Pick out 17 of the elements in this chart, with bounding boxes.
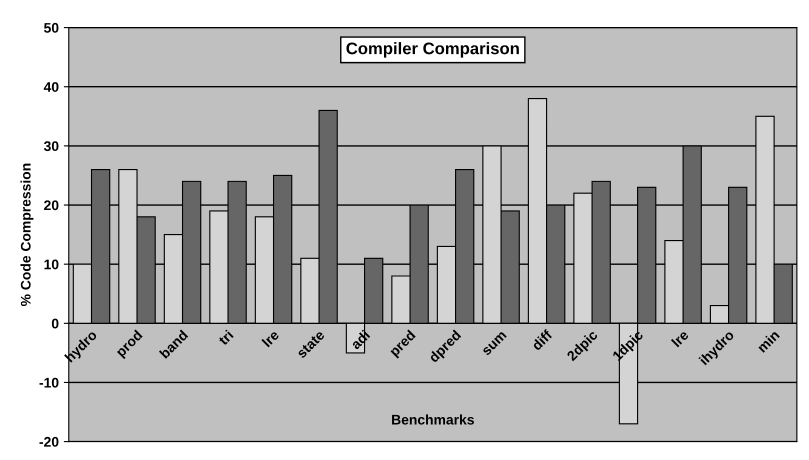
y-tick-label: 10 xyxy=(44,260,58,270)
x-axis-title: Benchmarks xyxy=(392,414,474,425)
y-tick-label: -20 xyxy=(40,436,58,447)
y-tick-label: 0 xyxy=(52,318,58,328)
text: Compiler Comparison xyxy=(346,42,519,58)
x-tick-label: diff xyxy=(530,328,553,351)
y-tick-label: 40 xyxy=(44,82,58,92)
y-tick-label: 30 xyxy=(44,141,58,152)
x-tick-label: tri xyxy=(218,330,234,346)
x-tick-label: sum xyxy=(482,331,507,356)
x-tick-label: lre xyxy=(670,329,690,348)
y-tick-label: 20 xyxy=(44,200,58,210)
x-tick-label: lre xyxy=(261,329,280,348)
x-tick-label: min xyxy=(756,329,780,353)
y-tick-label: -10 xyxy=(40,378,58,388)
y-tick-label: 50 xyxy=(44,22,58,33)
y-axis-title: % Code Compression xyxy=(20,164,34,306)
